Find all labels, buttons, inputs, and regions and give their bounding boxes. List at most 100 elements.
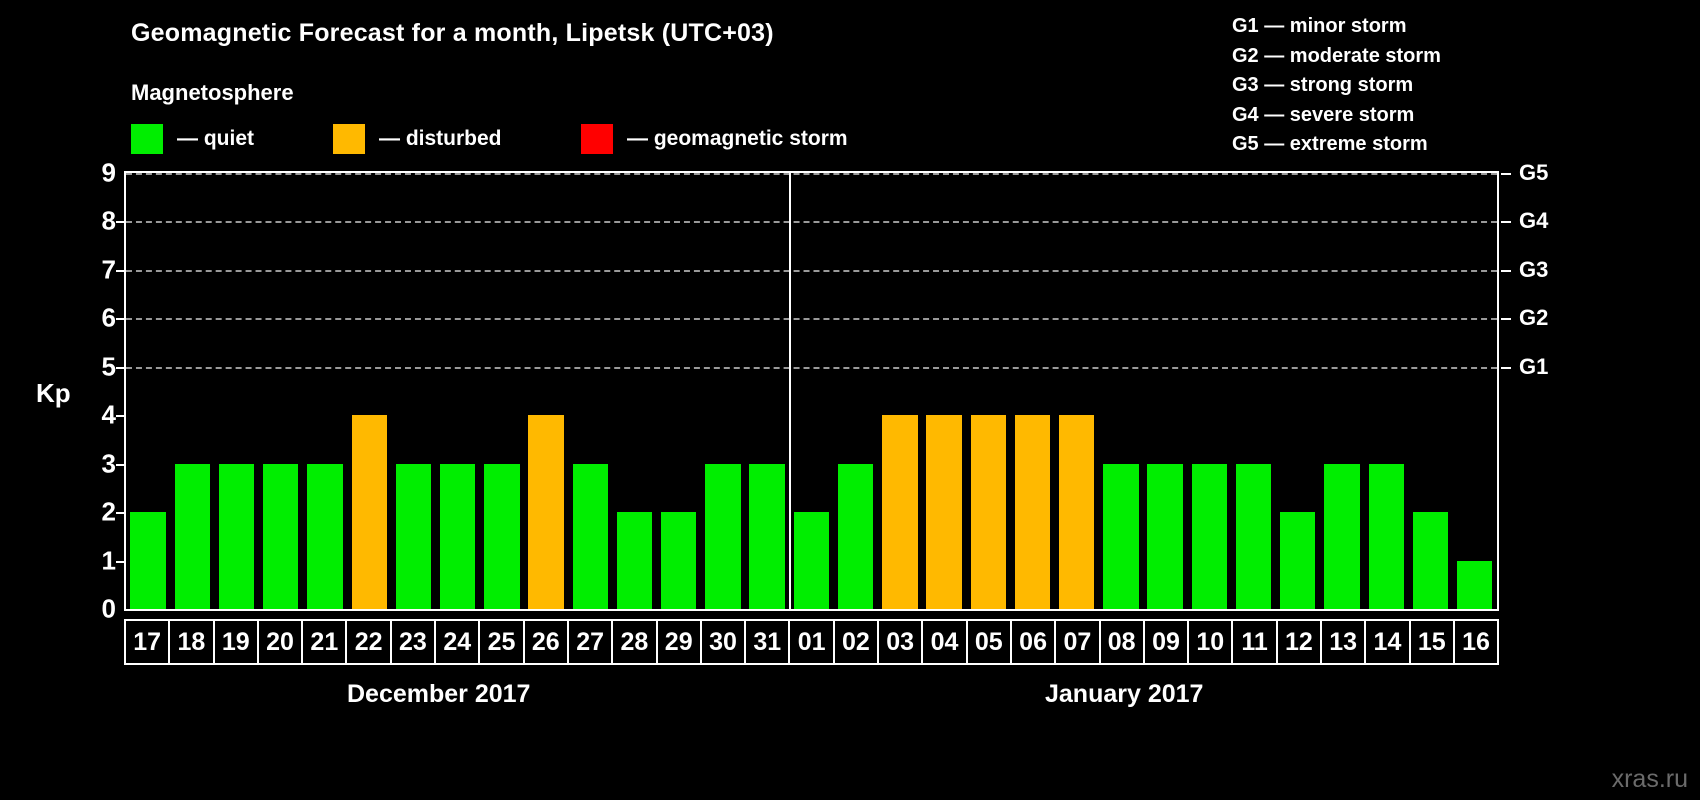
day-label[interactable]: 25 [478, 619, 525, 665]
bar[interactable] [1191, 463, 1228, 609]
day-label[interactable]: 03 [877, 619, 924, 665]
bar[interactable] [1235, 463, 1272, 609]
bar-cell[interactable] [745, 173, 789, 609]
bar[interactable] [395, 463, 432, 609]
bar-cell[interactable] [1364, 173, 1408, 609]
bar[interactable] [263, 463, 299, 609]
day-label[interactable]: 16 [1452, 619, 1500, 665]
day-label[interactable]: 06 [1009, 619, 1057, 665]
y-tick-mark [116, 221, 124, 224]
bar-cell[interactable] [1055, 173, 1099, 609]
bar[interactable] [661, 512, 697, 609]
day-label[interactable]: 29 [655, 619, 702, 665]
day-label[interactable]: 05 [965, 619, 1012, 665]
day-label[interactable]: 14 [1364, 619, 1411, 665]
bar[interactable] [1147, 463, 1183, 609]
day-label[interactable]: 18 [168, 619, 215, 665]
bar[interactable] [1456, 560, 1493, 609]
day-label[interactable]: 17 [124, 619, 171, 665]
bar[interactable] [616, 512, 653, 609]
bar-cell[interactable] [436, 173, 480, 609]
bar-cell[interactable] [1276, 173, 1320, 609]
day-label[interactable]: 22 [345, 619, 392, 665]
bar[interactable] [218, 463, 255, 609]
bar-cell[interactable] [524, 173, 568, 609]
day-label[interactable]: 08 [1098, 619, 1145, 665]
day-label[interactable]: 02 [832, 619, 880, 665]
bar[interactable] [837, 463, 874, 609]
day-label[interactable]: 09 [1142, 619, 1190, 665]
bar-cell[interactable] [214, 173, 258, 609]
day-label[interactable]: 30 [699, 619, 747, 665]
day-label[interactable]: 26 [522, 619, 569, 665]
bar[interactable] [1368, 463, 1404, 609]
bar-cell[interactable] [922, 173, 966, 609]
bar[interactable] [1014, 415, 1051, 609]
y-axis-title: Kp [36, 378, 71, 408]
bar-cell[interactable] [701, 173, 745, 609]
bar[interactable] [926, 415, 962, 609]
day-label[interactable]: 23 [389, 619, 437, 665]
bar-cell[interactable] [480, 173, 524, 609]
month-caption: December 2017 [347, 680, 531, 708]
day-label[interactable]: 31 [744, 619, 791, 665]
bar[interactable] [1103, 463, 1139, 609]
bar-cell[interactable] [568, 173, 612, 609]
bar-cell[interactable] [1010, 173, 1054, 609]
bar[interactable] [1059, 415, 1095, 609]
day-label[interactable]: 21 [301, 619, 348, 665]
bar[interactable] [970, 415, 1006, 609]
bar-cell[interactable] [391, 173, 435, 609]
bar[interactable] [882, 415, 918, 609]
bar-cell[interactable] [789, 173, 833, 609]
day-label[interactable]: 10 [1187, 619, 1234, 665]
day-label[interactable]: 01 [788, 619, 835, 665]
bar[interactable] [1280, 512, 1316, 609]
g-scale-row: G2 — moderate storm [1232, 44, 1441, 67]
day-label[interactable]: 11 [1231, 619, 1278, 665]
g-tick-mark [1501, 269, 1511, 272]
day-label[interactable]: 28 [611, 619, 658, 665]
day-label[interactable]: 13 [1320, 619, 1367, 665]
day-label[interactable]: 27 [566, 619, 614, 665]
bar[interactable] [174, 463, 211, 609]
bar-cell[interactable] [1320, 173, 1364, 609]
bar[interactable] [793, 512, 830, 609]
bar[interactable] [1324, 463, 1360, 609]
bar-cell[interactable] [834, 173, 878, 609]
day-label[interactable]: 07 [1054, 619, 1101, 665]
day-label[interactable]: 04 [921, 619, 968, 665]
bar[interactable] [439, 463, 476, 609]
bar[interactable] [130, 512, 166, 609]
bar-cell[interactable] [1099, 173, 1143, 609]
bar-cell[interactable] [1231, 173, 1275, 609]
bar-cell[interactable] [1408, 173, 1452, 609]
bar[interactable] [307, 463, 343, 609]
bar[interactable] [572, 463, 608, 609]
bar-cell[interactable] [1187, 173, 1231, 609]
day-label[interactable]: 20 [256, 619, 304, 665]
bar-cell[interactable] [966, 173, 1010, 609]
day-label[interactable]: 12 [1275, 619, 1323, 665]
bar-cell[interactable] [303, 173, 347, 609]
bar[interactable] [705, 463, 741, 609]
day-label[interactable]: 15 [1408, 619, 1455, 665]
bar-cell[interactable] [1453, 173, 1497, 609]
bar-cell[interactable] [1143, 173, 1187, 609]
bar[interactable] [484, 463, 520, 609]
bar[interactable] [351, 415, 387, 609]
day-label[interactable]: 19 [212, 619, 259, 665]
bar-cell[interactable] [347, 173, 391, 609]
bar-cell[interactable] [878, 173, 922, 609]
bar[interactable] [1412, 512, 1449, 609]
g-tick-mark [1501, 366, 1511, 369]
bar[interactable] [749, 463, 785, 609]
bar-cell[interactable] [259, 173, 303, 609]
bar-cell[interactable] [126, 173, 170, 609]
bar-cell[interactable] [612, 173, 656, 609]
bar[interactable] [528, 415, 564, 609]
day-label[interactable]: 24 [434, 619, 481, 665]
bar-cell[interactable] [170, 173, 214, 609]
bar-cell[interactable] [657, 173, 701, 609]
